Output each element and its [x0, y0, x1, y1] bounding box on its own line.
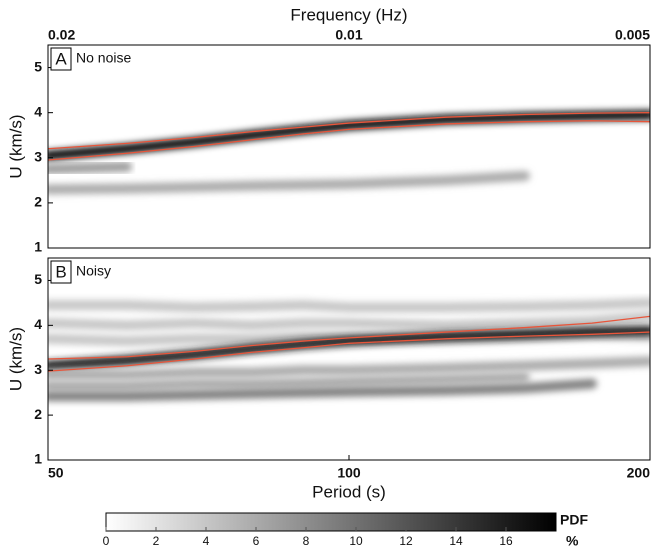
panel-label: No noise: [76, 50, 131, 66]
x-tick-label: 50: [48, 465, 64, 481]
mean-line: [48, 331, 650, 372]
y-tick-label: 5: [34, 58, 42, 74]
colorbar-tick-label: 12: [399, 534, 413, 548]
y-axis-label: U (km/s): [6, 327, 25, 391]
pdf-ridge: [48, 161, 133, 175]
colorbar: [105, 512, 557, 532]
plot-frame: [47, 44, 651, 249]
pdf-ridge: [48, 311, 650, 331]
x-axis-label: Period (s): [312, 482, 386, 501]
panel-letter: B: [55, 262, 66, 281]
pdf-ridge: [48, 325, 650, 371]
y-tick-label: 1: [34, 451, 42, 467]
mean-line: [48, 112, 650, 150]
frequency-axis-label: Frequency (Hz): [290, 5, 407, 24]
colorbar-tick-label: 8: [303, 534, 310, 548]
y-tick-label: 3: [34, 148, 42, 164]
pdf-ridge: [48, 371, 531, 391]
panel-label: Noisy: [76, 263, 111, 279]
x-tick-label: 100: [337, 465, 361, 481]
pdf-ridge: [48, 356, 650, 380]
panel-letter-box: [50, 260, 72, 284]
colorbar-title: PDF: [560, 512, 588, 528]
x-tick-label: 200: [627, 465, 651, 481]
y-tick-label: 4: [34, 316, 42, 332]
y-tick-label: 3: [34, 361, 42, 377]
y-axis-label: U (km/s): [6, 114, 25, 178]
colorbar-tick-label: 16: [499, 534, 513, 548]
y-tick-label: 2: [34, 194, 42, 210]
heatmap: [48, 258, 650, 460]
pdf-ridge: [48, 170, 531, 195]
pdf-ridge: [48, 297, 650, 313]
colorbar-tick-label: 4: [203, 534, 210, 548]
colorbar-tick-label: 6: [253, 534, 260, 548]
pdf-ridge: [48, 378, 598, 402]
colorbar-tick-label: 14: [449, 534, 463, 548]
panel-letter-box: [50, 47, 72, 71]
y-tick-label: 1: [34, 239, 42, 255]
mean-line: [48, 315, 650, 360]
frequency-tick-label: 0.01: [335, 27, 362, 43]
frequency-tick-label: 0.02: [48, 27, 75, 43]
heatmap: [48, 45, 650, 248]
pdf-ridge: [48, 109, 650, 161]
colorbar-tick-label: 0: [103, 534, 110, 548]
y-tick-label: 4: [34, 103, 42, 119]
y-tick-label: 2: [34, 406, 42, 422]
colorbar-unit: %: [566, 533, 579, 549]
frequency-tick-label: 0.005: [615, 27, 650, 43]
colorbar-tick-label: 10: [349, 534, 363, 548]
y-tick-label: 5: [34, 271, 42, 287]
panel-letter: A: [55, 49, 67, 68]
colorbar-tick-label: 2: [153, 534, 160, 548]
mean-line: [48, 120, 650, 161]
